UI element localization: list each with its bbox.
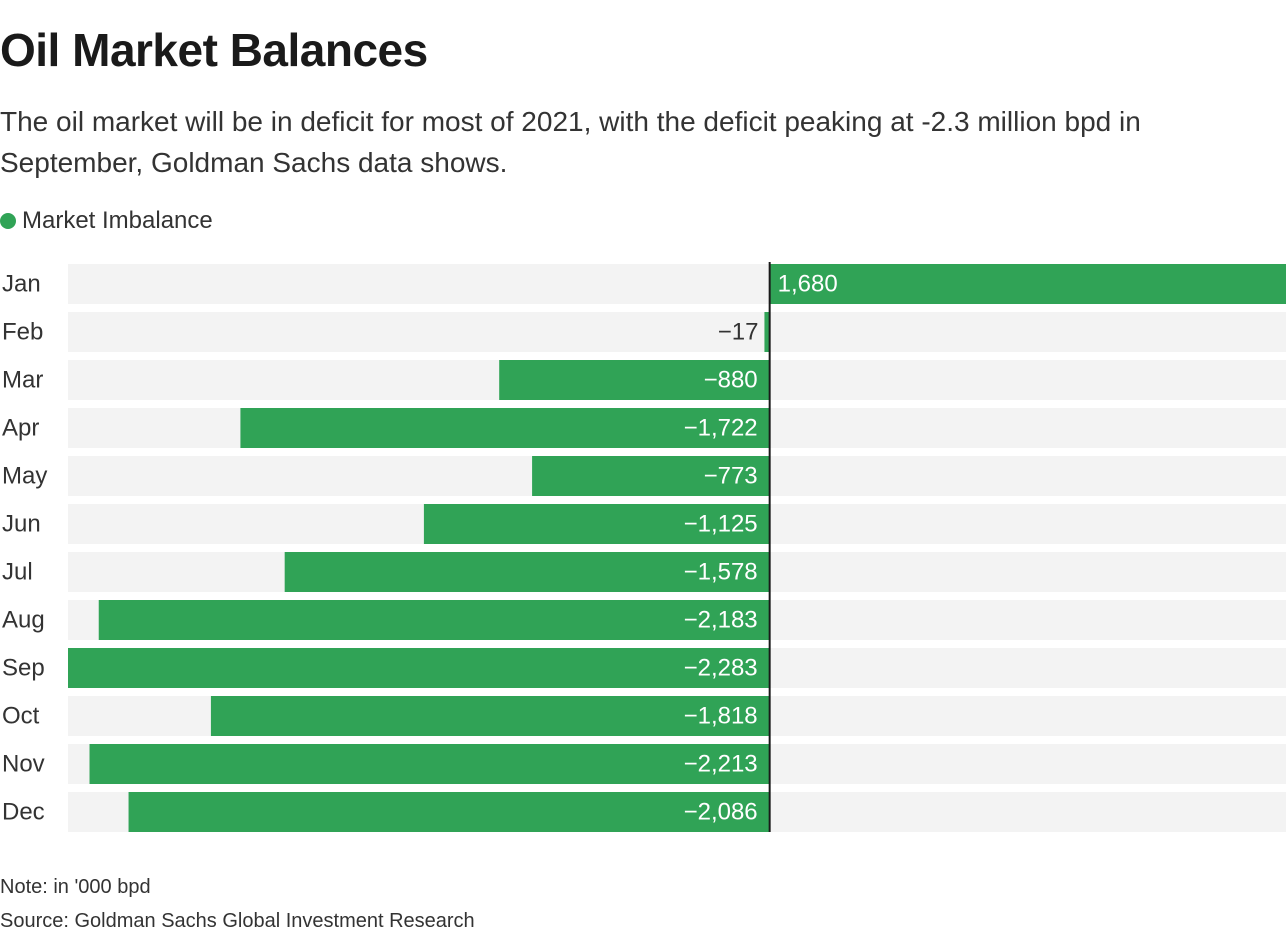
chart-note: Note: in '000 bpd bbox=[0, 876, 151, 898]
value-label: −2,183 bbox=[684, 607, 758, 634]
bar-chart: Jan 1,680 Feb −17 Mar −880 Apr −1,722 May −773 Jun… bbox=[2, 262, 1286, 832]
bar-track bbox=[68, 312, 1286, 352]
bar bbox=[423, 504, 770, 544]
value-label: −880 bbox=[704, 367, 758, 394]
chart-title: Oil Market Balances bbox=[0, 24, 428, 76]
value-label: −773 bbox=[704, 463, 758, 490]
category-label: Jan bbox=[2, 271, 41, 298]
bar bbox=[210, 696, 770, 736]
value-label: −1,818 bbox=[684, 703, 758, 730]
category-label: Feb bbox=[2, 319, 43, 346]
category-label: Apr bbox=[2, 415, 39, 442]
bar bbox=[98, 600, 770, 640]
legend-label: Market Imbalance bbox=[22, 207, 213, 234]
category-label: Oct bbox=[2, 703, 40, 730]
bar bbox=[764, 312, 770, 352]
value-label: −2,283 bbox=[684, 655, 758, 682]
category-label: Mar bbox=[2, 367, 43, 394]
bar bbox=[128, 792, 770, 832]
value-label: 1,680 bbox=[778, 271, 838, 298]
category-label: Nov bbox=[2, 751, 45, 778]
value-label: −2,213 bbox=[684, 751, 758, 778]
bar bbox=[769, 264, 1286, 304]
value-label: −1,125 bbox=[684, 511, 758, 538]
legend-swatch bbox=[0, 213, 16, 229]
category-label: May bbox=[2, 463, 47, 490]
bar bbox=[89, 744, 770, 784]
bar bbox=[68, 648, 770, 688]
value-label: −2,086 bbox=[684, 799, 758, 826]
chart-subtitle: The oil market will be in deficit for mo… bbox=[0, 106, 1141, 178]
legend: Market Imbalance bbox=[0, 205, 213, 237]
chart-source: Source: Goldman Sachs Global Investment … bbox=[0, 910, 475, 932]
bar bbox=[499, 360, 770, 400]
value-label: −1,722 bbox=[684, 415, 758, 442]
value-label: −17 bbox=[718, 319, 759, 346]
bar bbox=[284, 552, 770, 592]
category-label: Jun bbox=[2, 511, 41, 538]
category-label: Sep bbox=[2, 655, 45, 682]
value-label: −1,578 bbox=[684, 559, 758, 586]
bar bbox=[532, 456, 770, 496]
category-label: Jul bbox=[2, 559, 33, 586]
category-label: Aug bbox=[2, 607, 45, 634]
category-label: Dec bbox=[2, 799, 45, 826]
bar bbox=[240, 408, 770, 448]
